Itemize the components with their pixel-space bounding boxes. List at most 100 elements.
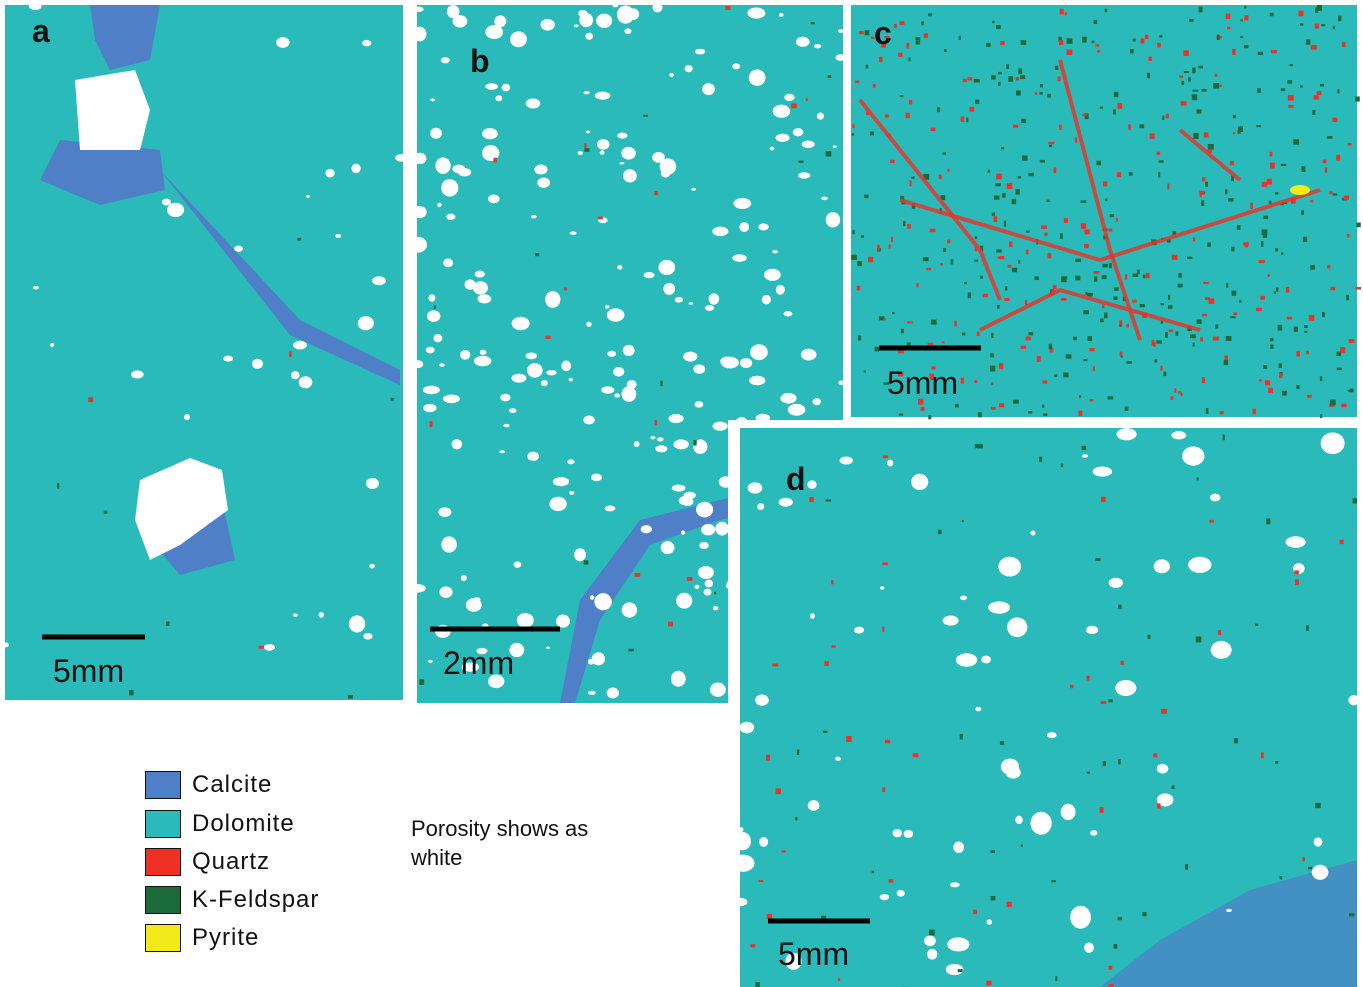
mineral-speck [1202, 314, 1207, 316]
mineral-speck [1035, 92, 1037, 94]
legend-label: Dolomite [192, 810, 295, 838]
pore [439, 586, 452, 598]
pore [293, 614, 298, 617]
mineral-speck [964, 282, 967, 284]
mineral-speck [960, 734, 963, 740]
mineral-speck [1159, 35, 1162, 37]
pore [1321, 432, 1345, 454]
mineral-speck [1137, 270, 1139, 274]
pore [541, 380, 548, 386]
pore [1157, 764, 1168, 774]
mineral-speck [943, 248, 946, 252]
mineral-speck [1197, 477, 1199, 480]
mineral-speck [1295, 579, 1299, 584]
mineral-speck [928, 13, 932, 16]
mineral-speck [1205, 182, 1208, 187]
pore [814, 44, 821, 48]
pore [426, 347, 435, 354]
mineral-speck [1018, 260, 1020, 263]
pore [1154, 559, 1170, 573]
mineral-speck [1267, 179, 1272, 185]
mineral-speck [1001, 147, 1004, 149]
pore [410, 584, 426, 593]
pore [715, 522, 729, 536]
mineral-speck [1105, 9, 1107, 12]
mineral-speck [1146, 273, 1150, 279]
mineral-speck [643, 115, 648, 117]
pore [395, 154, 408, 162]
mineral-speck [430, 421, 433, 427]
mineral-speck [348, 695, 353, 699]
mineral-speck [1188, 77, 1191, 81]
pore [808, 800, 820, 811]
pore [435, 157, 450, 174]
pore [710, 683, 726, 697]
mineral-speck [993, 216, 997, 222]
panel-label: b [470, 43, 490, 79]
pore [29, 2, 42, 10]
pore [443, 394, 460, 403]
mineral-speck [129, 690, 134, 695]
mineral-speck [1037, 356, 1041, 362]
mineral-speck [1075, 137, 1077, 142]
pore [695, 401, 704, 408]
mineral-speck [1178, 273, 1181, 278]
mineral-speck [901, 329, 904, 334]
pore [772, 250, 778, 253]
mineral-speck [1028, 411, 1032, 414]
mineral-speck [1192, 94, 1197, 100]
mineral-speck [907, 224, 911, 229]
mineral-speck [1047, 253, 1051, 258]
mineral-speck [1226, 336, 1232, 341]
mineral-speck [1046, 200, 1049, 202]
pore [607, 688, 619, 699]
pore [502, 84, 511, 92]
pore [658, 446, 664, 449]
pore [733, 898, 747, 906]
mineral-speck [1232, 49, 1235, 55]
mineral-speck [1261, 241, 1263, 247]
mineral-speck [1085, 292, 1087, 295]
pore [998, 557, 1021, 577]
mineral-speck [1168, 305, 1172, 309]
map-background [851, 5, 1357, 417]
pore [1312, 865, 1329, 880]
mineral-speck [998, 72, 1002, 74]
mineral-speck [1086, 676, 1089, 681]
mineral-speck [1281, 164, 1287, 166]
mineral-speck [1018, 176, 1021, 178]
mineral-speck [1160, 366, 1162, 371]
mineral-speck [1240, 36, 1243, 38]
mineral-speck [1160, 303, 1164, 305]
mineral-speck [1013, 125, 1018, 128]
mineral-speck [1315, 803, 1321, 808]
mineral-speck [826, 151, 832, 156]
mineral-speck [894, 24, 897, 28]
mineral-speck [1012, 199, 1016, 204]
mineral-speck [1061, 298, 1066, 301]
mineral-speck [806, 98, 808, 101]
pore [784, 311, 793, 316]
mineral-speck [1002, 193, 1006, 197]
mineral-speck [1021, 845, 1023, 847]
pore [776, 134, 790, 142]
mineral-speck [1317, 5, 1322, 11]
mineral-speck [750, 944, 755, 947]
mineral-speck [947, 240, 950, 244]
pore [452, 165, 465, 174]
mineral-speck [1207, 242, 1211, 246]
pore [131, 370, 144, 378]
pore [693, 364, 705, 374]
pore [739, 827, 744, 832]
mineral-speck [1126, 324, 1129, 328]
pore [351, 164, 360, 174]
mineral-speck [1075, 259, 1081, 262]
mineral-speck [1269, 152, 1272, 157]
pore [702, 83, 715, 95]
pore [652, 152, 665, 163]
mineral-speck [861, 235, 864, 238]
pore [465, 279, 476, 289]
mineral-speck [289, 351, 291, 357]
mineral-speck [1060, 233, 1063, 238]
mineral-speck [1059, 125, 1062, 130]
